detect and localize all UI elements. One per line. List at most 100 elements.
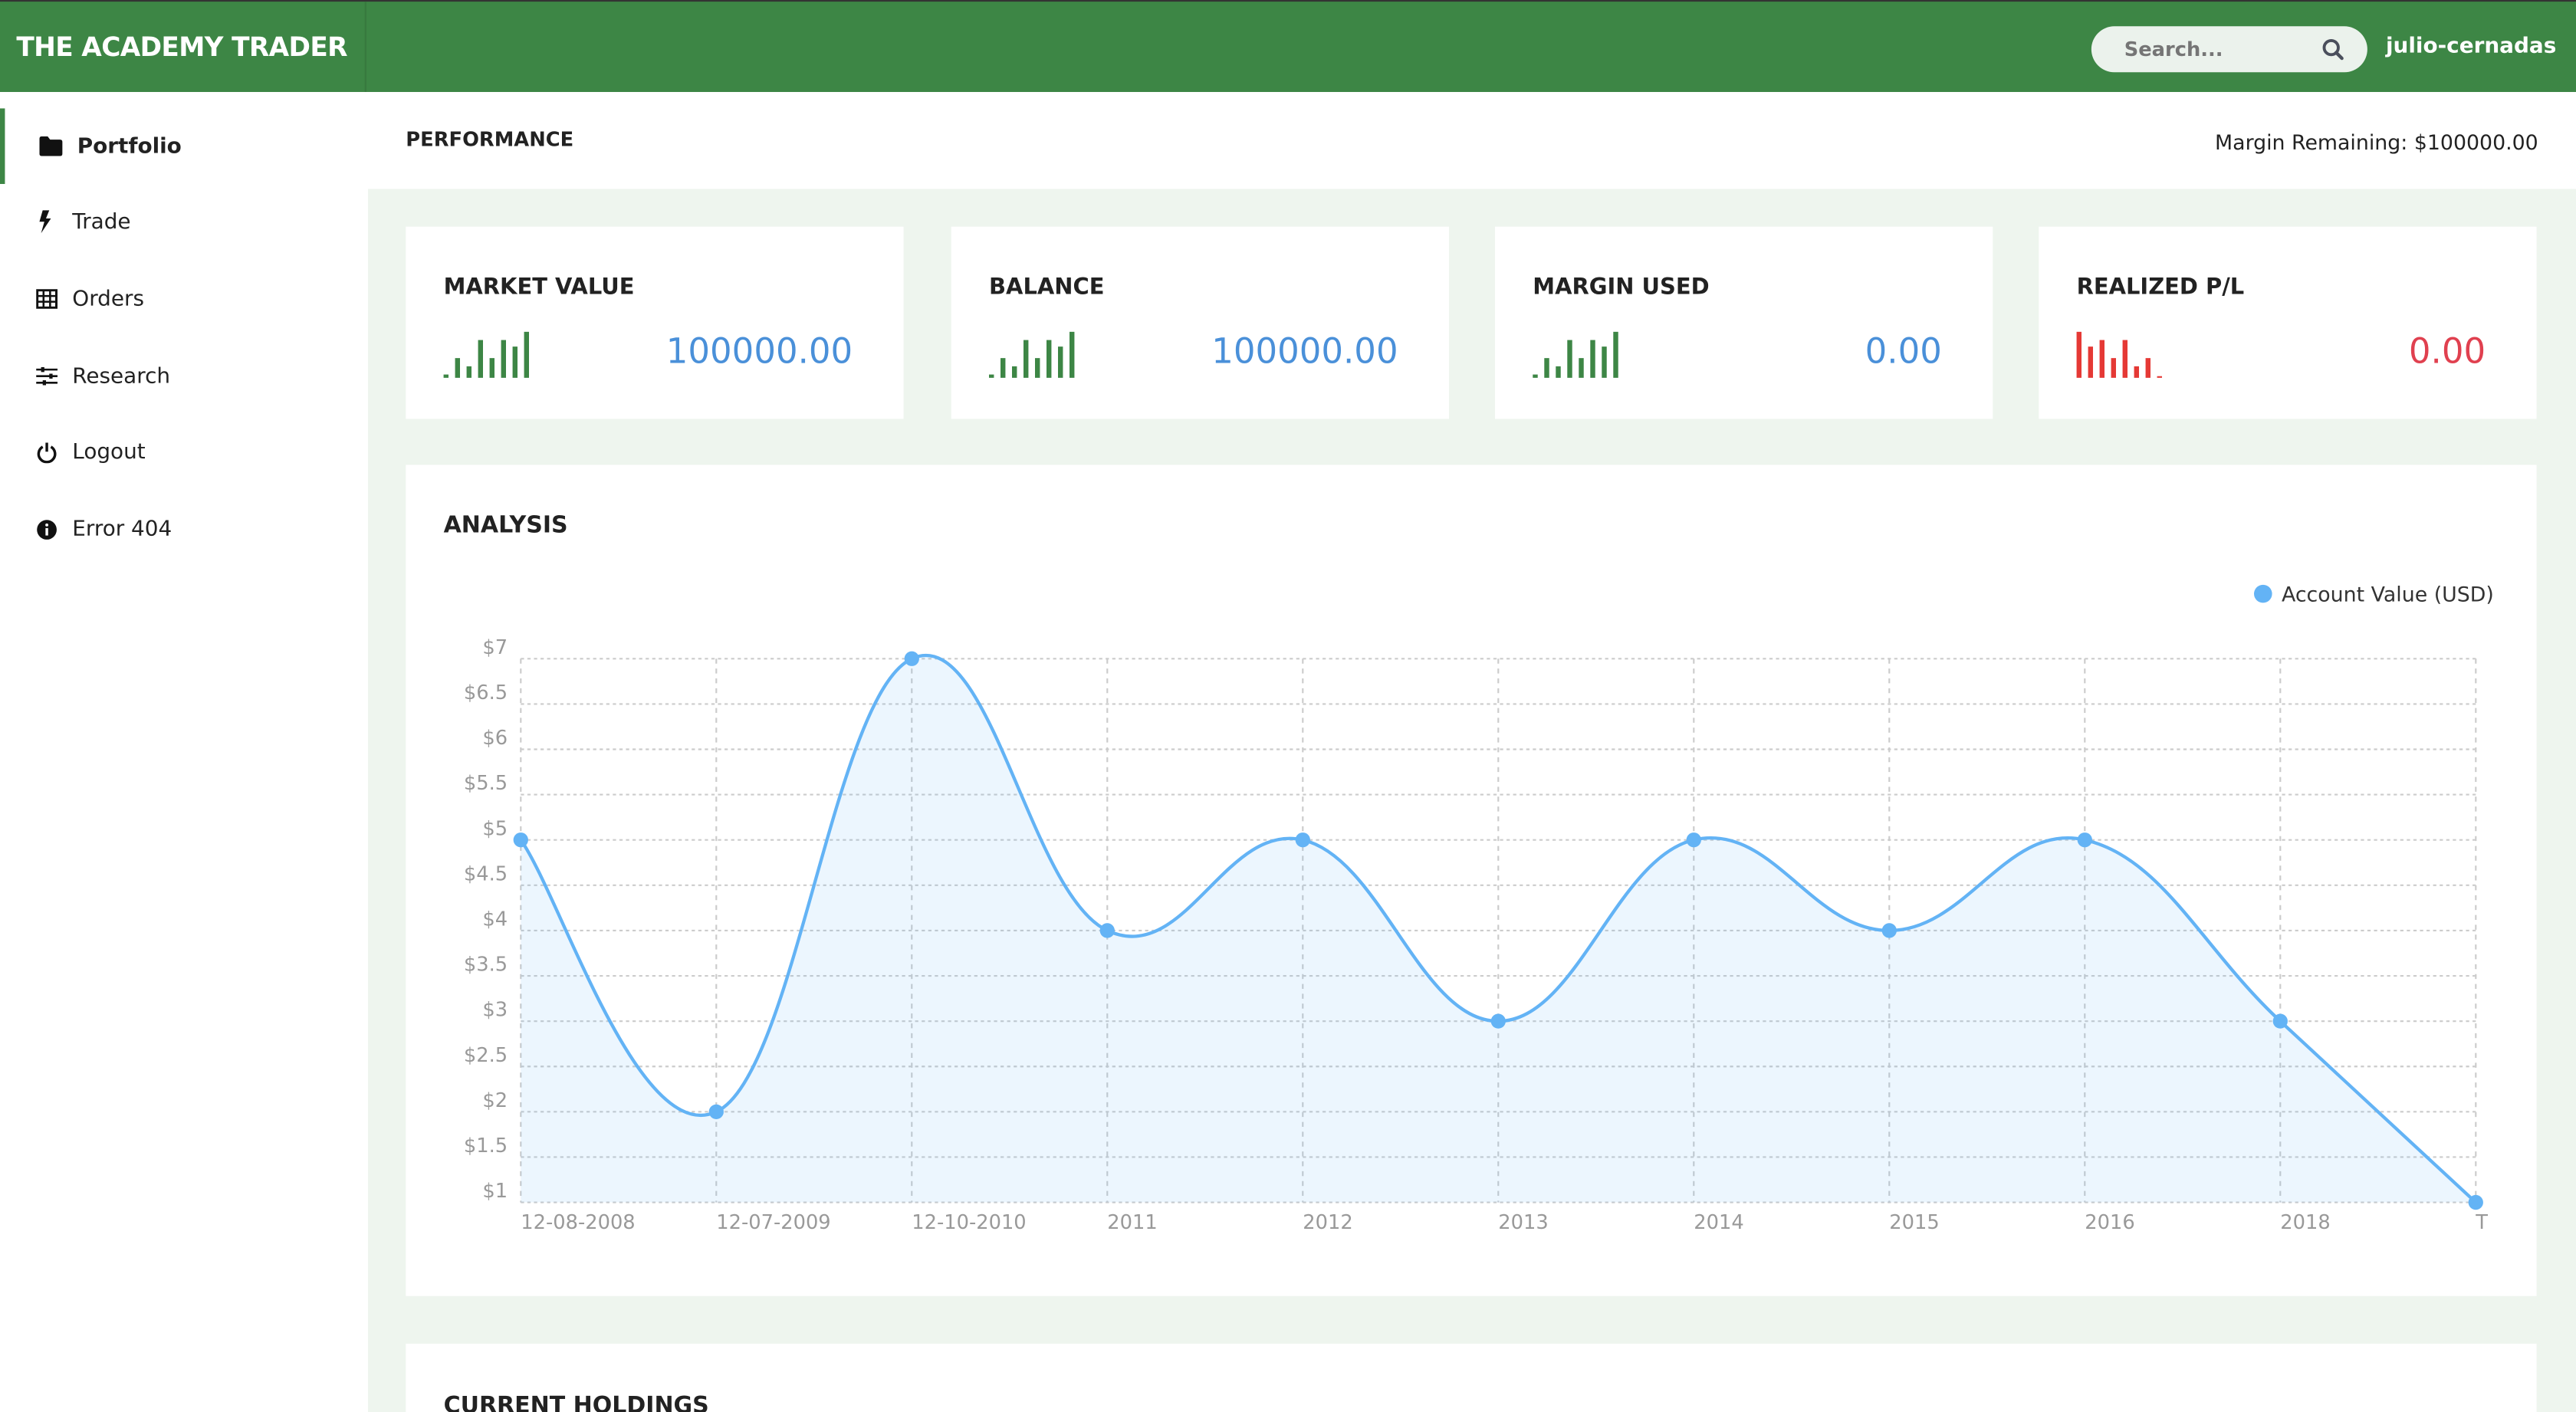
power-icon (33, 441, 59, 463)
spark-bar (1567, 339, 1572, 378)
spark-bar (2076, 331, 2082, 378)
sidebar-item-label: Orders (72, 286, 144, 312)
sidebar-item-label: Research (72, 363, 171, 389)
sparkline (1533, 331, 1641, 378)
x-tick-label: 12-07-2009 (716, 1211, 830, 1234)
sidebar-item-label: Logout (72, 439, 146, 465)
card-value: 100000.00 (665, 331, 853, 372)
search-icon[interactable] (2321, 38, 2344, 61)
analysis-panel: ANALYSIS Account Value (USD) $7 $6.5 $6 $5.… (406, 465, 2537, 1296)
spark-bar (2122, 339, 2128, 378)
spark-bar (1544, 358, 1549, 378)
spark-bar (2145, 358, 2150, 378)
current-holdings-panel: CURRENT HOLDINGS (406, 1343, 2537, 1412)
data-point (1686, 832, 1701, 848)
sidebar: Portfolio Trade Orders Research Logout E… (0, 92, 368, 1412)
account-value-chart: $7 $6.5 $6 $5.5 $5 $4.5 $4 $3.5 $3 $2.5 $2 $1.5 $1 12… (464, 636, 2488, 1234)
y-tick-label: $6 (482, 727, 508, 750)
x-tick-label: 2013 (1498, 1211, 1548, 1234)
data-point (1295, 832, 1310, 848)
holdings-title: CURRENT HOLDINGS (443, 1393, 709, 1412)
card-title: BALANCE (989, 274, 1105, 301)
spark-bar (443, 373, 449, 378)
data-point (2272, 1013, 2288, 1029)
series-area (521, 655, 2476, 1203)
sidebar-item-label: Portfolio (77, 133, 182, 159)
x-tick-label: 12-10-2010 (912, 1211, 1026, 1234)
sidebar-item-trade[interactable]: Trade (0, 184, 368, 260)
spark-bar (1590, 339, 1595, 378)
data-point (1881, 923, 1897, 938)
card-margin-used: MARGIN USED 0.00 (1494, 226, 1993, 419)
spark-bar (1035, 358, 1040, 378)
sidebar-item-logout[interactable]: Logout (0, 414, 368, 490)
analysis-title: ANALYSIS (443, 512, 568, 539)
card-value: 0.00 (1865, 331, 1942, 372)
x-tick-label: 12-08-2008 (521, 1211, 635, 1234)
x-tick-label: T (2475, 1211, 2488, 1234)
folder-icon (38, 136, 64, 156)
data-point (1490, 1013, 1506, 1029)
card-value: 100000.00 (1211, 331, 1398, 372)
spark-bar (1556, 366, 1561, 378)
card-realized-pl: REALIZED P/L 0.00 (2039, 226, 2537, 419)
x-tick-label: 2018 (2280, 1211, 2330, 1234)
sidebar-item-portfolio[interactable]: Portfolio (0, 108, 373, 184)
spark-bar (2157, 376, 2162, 378)
x-tick-label: 2012 (1303, 1211, 1352, 1234)
y-tick-label: $1 (482, 1180, 508, 1203)
card-title: MARKET VALUE (443, 274, 635, 301)
legend-label: Account Value (USD) (2281, 581, 2494, 606)
brand-logo[interactable]: THE ACADEMY TRADER (0, 2, 366, 94)
y-tick-label: $4 (482, 908, 508, 931)
card-title: REALIZED P/L (2076, 274, 2245, 301)
main-content: PERFORMANCE Margin Remaining: $100000.00… (368, 92, 2576, 1412)
user-menu[interactable]: julio-cernadas (2385, 34, 2557, 60)
spark-bar (1001, 358, 1006, 378)
bolt-icon (33, 210, 59, 234)
spark-bar (1602, 346, 1607, 378)
data-point (2468, 1194, 2483, 1210)
x-tick-label: 2011 (1107, 1211, 1157, 1234)
card-title: MARGIN USED (1533, 274, 1710, 301)
sidebar-item-label: Error 404 (72, 516, 172, 542)
x-tick-label: 2016 (2085, 1211, 2134, 1234)
x-tick-label: 2015 (1889, 1211, 1939, 1234)
spark-bar (2099, 339, 2104, 378)
y-tick-label: $3 (482, 999, 508, 1022)
y-tick-label: $2.5 (464, 1044, 508, 1067)
search-input[interactable] (2121, 36, 2308, 63)
x-tick-label: 2014 (1694, 1211, 1743, 1234)
series-line (519, 654, 2477, 1204)
sliders-icon (33, 366, 59, 386)
margin-remaining: Margin Remaining: $100000.00 (2215, 130, 2538, 155)
spark-bar (524, 331, 529, 378)
y-tick-label: $6.5 (464, 681, 508, 704)
spark-bar (1024, 339, 1029, 378)
y-tick-label: $5 (482, 817, 508, 840)
sidebar-item-research[interactable]: Research (0, 338, 368, 414)
sidebar-item-orders[interactable]: Orders (0, 261, 368, 337)
spark-bar (478, 339, 483, 378)
card-value: 0.00 (2408, 331, 2486, 372)
sidebar-item-error-404[interactable]: Error 404 (0, 491, 368, 567)
spark-bar (1613, 331, 1618, 378)
chart-legend[interactable]: Account Value (USD) (2253, 581, 2494, 606)
info-icon (33, 518, 59, 540)
spark-bar (1070, 331, 1075, 378)
top-bar: THE ACADEMY TRADER julio-cernadas (0, 0, 2576, 94)
spark-bar (455, 358, 460, 378)
data-point (904, 651, 919, 666)
y-tick-label: $2 (482, 1089, 508, 1112)
performance-header: PERFORMANCE Margin Remaining: $100000.00 (368, 92, 2576, 189)
data-point (513, 832, 528, 848)
card-balance: BALANCE 100000.00 (951, 226, 1449, 419)
spark-bar (1579, 358, 1584, 378)
legend-swatch (2253, 584, 2272, 603)
spark-bar (466, 366, 472, 378)
data-point (1099, 923, 1115, 938)
sparkline (2076, 331, 2185, 378)
y-tick-label: $7 (482, 636, 508, 659)
search-box[interactable] (2091, 26, 2367, 73)
